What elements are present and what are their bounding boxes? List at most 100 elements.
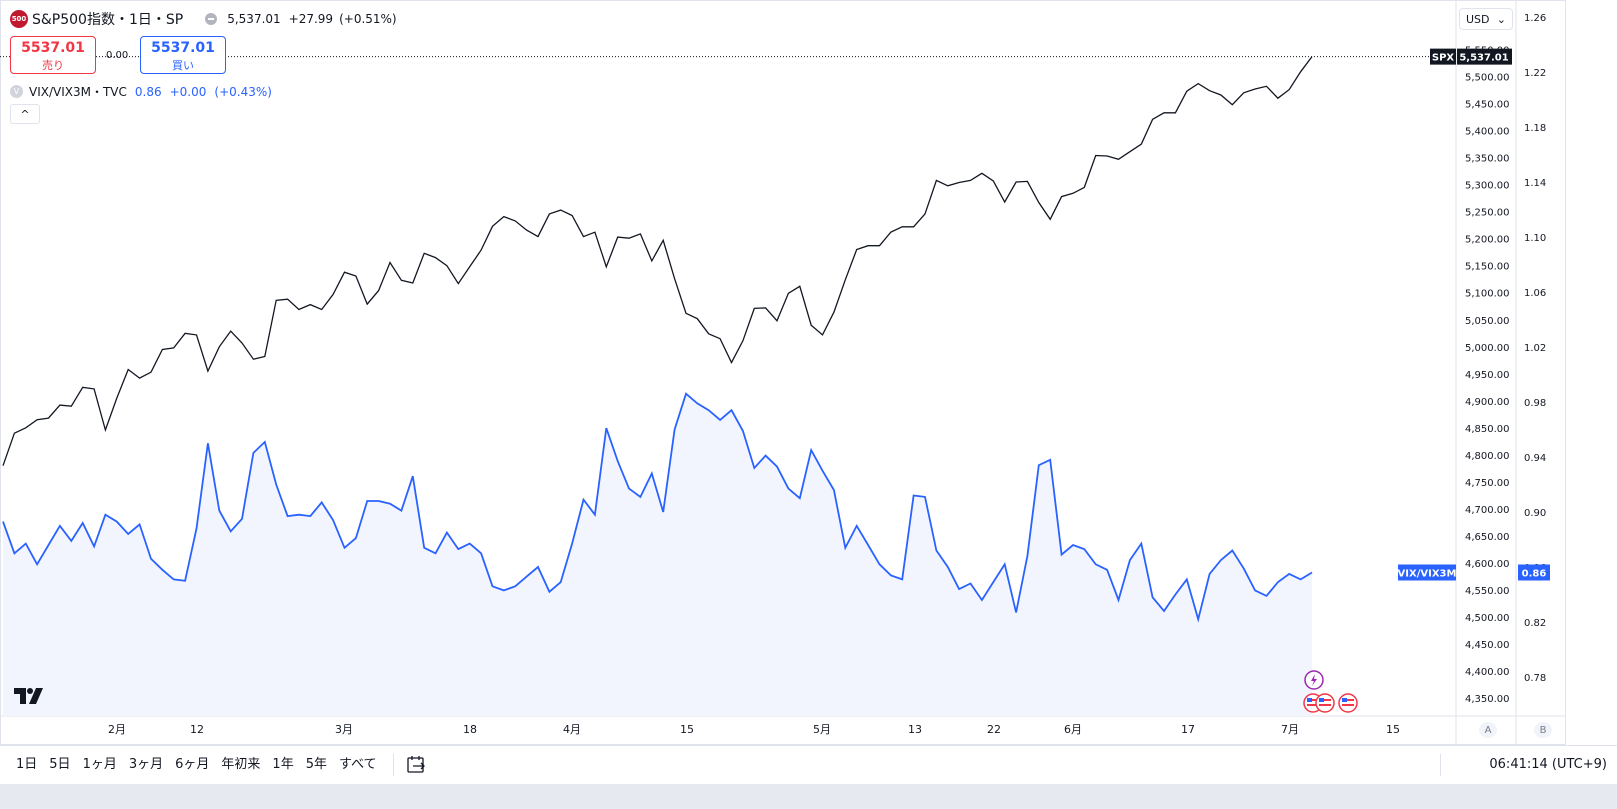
indicator-change-pct: (+0.43%)	[214, 84, 272, 99]
ratio-tick-label: 1.14	[1524, 178, 1546, 189]
price-tick-label: 5,350.00	[1465, 154, 1510, 165]
price-tick-label: 5,050.00	[1465, 316, 1510, 327]
time-tick-label: 17	[1181, 723, 1195, 736]
price-tick-label: 5,150.00	[1465, 262, 1510, 273]
time-tick-label: 3月	[335, 723, 353, 736]
clock[interactable]: 06:41:14 (UTC+9)	[1489, 757, 1607, 772]
price-tick-label: 5,100.00	[1465, 289, 1510, 300]
ratio-tick-label: 1.06	[1524, 288, 1546, 299]
symbol-legend: 500 S&P500指数・1日・SP 5,537.01 +27.99 (+0.5…	[10, 9, 397, 29]
range-button[interactable]: 3ヶ月	[128, 757, 164, 772]
spx-tag-bg	[1430, 48, 1456, 65]
buy-label: 買い	[172, 59, 194, 72]
auto-scale-button[interactable]: A	[1479, 722, 1497, 738]
go-to-date-button[interactable]	[404, 753, 428, 777]
spx-last-label: 5,537.01	[1459, 53, 1508, 64]
sell-price: 5537.01	[21, 40, 85, 56]
vix-area	[3, 393, 1312, 716]
us-flag-icon[interactable]	[1315, 693, 1335, 713]
range-button[interactable]: 1年	[272, 757, 294, 772]
sell-label: 売り	[42, 59, 64, 72]
price-tick-label: 4,750.00	[1465, 478, 1510, 489]
vix-last-label: 0.86	[1522, 569, 1547, 580]
ratio-tick-label: 0.90	[1524, 508, 1546, 519]
price-tick-label: 5,250.00	[1465, 208, 1510, 219]
range-button[interactable]: 1日	[16, 757, 38, 772]
price-tick-label: 5,200.00	[1465, 235, 1510, 246]
collapse-legend-button[interactable]: ^	[10, 104, 40, 124]
range-button[interactable]: 6ヶ月	[175, 757, 210, 772]
price-tick-label: 5,450.00	[1465, 100, 1510, 111]
symbol-badge: 500	[10, 10, 28, 28]
ratio-tick-label: 0.82	[1524, 618, 1546, 629]
vix-tag-bg	[1398, 564, 1456, 581]
vix-series-line[interactable]	[2, 392, 1313, 623]
spx-series-line[interactable]	[2, 56, 1313, 466]
range-button[interactable]: 1ヶ月	[82, 757, 117, 772]
price-tick-label: 4,700.00	[1465, 505, 1510, 516]
time-tick-label: 15	[1386, 723, 1400, 736]
indicator-icon: V	[10, 85, 23, 98]
currency-value: USD	[1466, 12, 1490, 26]
price-tick-label: 4,600.00	[1465, 559, 1510, 570]
last-price: 5,537.01	[227, 12, 281, 26]
ratio-tick-label: 1.18	[1524, 123, 1546, 134]
time-tick-label: 2月	[108, 723, 126, 736]
price-tick-label: 5,400.00	[1465, 127, 1510, 138]
ratio-tick-label: 1.10	[1524, 233, 1546, 244]
price-tick-label: 4,400.00	[1465, 667, 1510, 678]
time-tick-label: 13	[908, 723, 922, 736]
lightning-icon[interactable]	[1304, 670, 1324, 690]
chart-events	[1300, 670, 1364, 720]
indicator-name[interactable]: VIX/VIX3M・TVC	[29, 85, 127, 99]
range-button[interactable]: 年初来	[221, 757, 261, 772]
us-flag-icon[interactable]	[1338, 693, 1358, 713]
sell-button[interactable]: 5537.01 売り	[10, 36, 96, 74]
divider	[1440, 754, 1441, 776]
price-change-pct: (+0.51%)	[339, 12, 397, 26]
tradingview-logo-icon[interactable]	[14, 688, 44, 708]
price-tick-label: 4,850.00	[1465, 424, 1510, 435]
scale-b-button[interactable]: B	[1534, 722, 1552, 738]
spx-last-bg	[1457, 48, 1512, 65]
price-tick-label: 5,500.00	[1465, 73, 1510, 84]
bottom-strip	[0, 784, 1617, 809]
spx-tag: SPX	[1432, 53, 1455, 64]
time-tick-label: 5月	[813, 723, 831, 736]
time-tick-label: 4月	[563, 723, 581, 736]
price-tick-label: 4,550.00	[1465, 586, 1510, 597]
time-tick-label: 22	[987, 723, 1001, 736]
time-tick-label: 7月	[1281, 723, 1299, 736]
vix-tag: VIX/VIX3M	[1398, 569, 1457, 580]
ratio-tick-label: 0.98	[1524, 398, 1546, 409]
range-button[interactable]: すべて	[338, 757, 377, 772]
remove-symbol-icon[interactable]	[205, 13, 218, 25]
indicator-value: 0.86	[134, 84, 162, 99]
range-button[interactable]: 5年	[305, 757, 327, 772]
range-button[interactable]: 5日	[49, 757, 71, 772]
bottom-toolbar: 1日 5日 1ヶ月 3ヶ月 6ヶ月 年初来 1年 5年 すべて 06:41:14 (UTC+9)	[0, 745, 1617, 785]
time-tick-label: 12	[190, 723, 204, 736]
currency-select[interactable]: USD ⌄	[1459, 8, 1513, 30]
chevron-down-icon: ⌄	[1496, 12, 1506, 26]
ratio-tick-label: 1.22	[1524, 68, 1546, 79]
indicator-legend: V VIX/VIX3M・TVC 0.86 +0.00 (+0.43%)	[10, 83, 272, 100]
price-tick-label: 4,900.00	[1465, 397, 1510, 408]
time-tick-label: 6月	[1064, 723, 1082, 736]
time-range-buttons: 1日 5日 1ヶ月 3ヶ月 6ヶ月 年初来 1年 5年 すべて	[10, 754, 383, 776]
calendar-arrow-icon	[407, 756, 425, 773]
ratio-tick-label: 0.94	[1524, 453, 1546, 464]
chevron-up-icon: ^	[20, 107, 30, 121]
vix-last-bg	[1518, 564, 1550, 581]
price-tick-label: 4,650.00	[1465, 532, 1510, 543]
price-tick-label: 4,950.00	[1465, 370, 1510, 381]
price-tick-label: 4,800.00	[1465, 451, 1510, 462]
price-tick-label: 5,000.00	[1465, 343, 1510, 354]
ratio-tick-label: 1.02	[1524, 343, 1546, 354]
buy-button[interactable]: 5537.01 買い	[140, 36, 226, 74]
price-tick-label: 4,350.00	[1465, 694, 1510, 705]
chart-frame	[0, 0, 1566, 745]
symbol-title[interactable]: S&P500指数・1日・SP	[32, 12, 184, 28]
